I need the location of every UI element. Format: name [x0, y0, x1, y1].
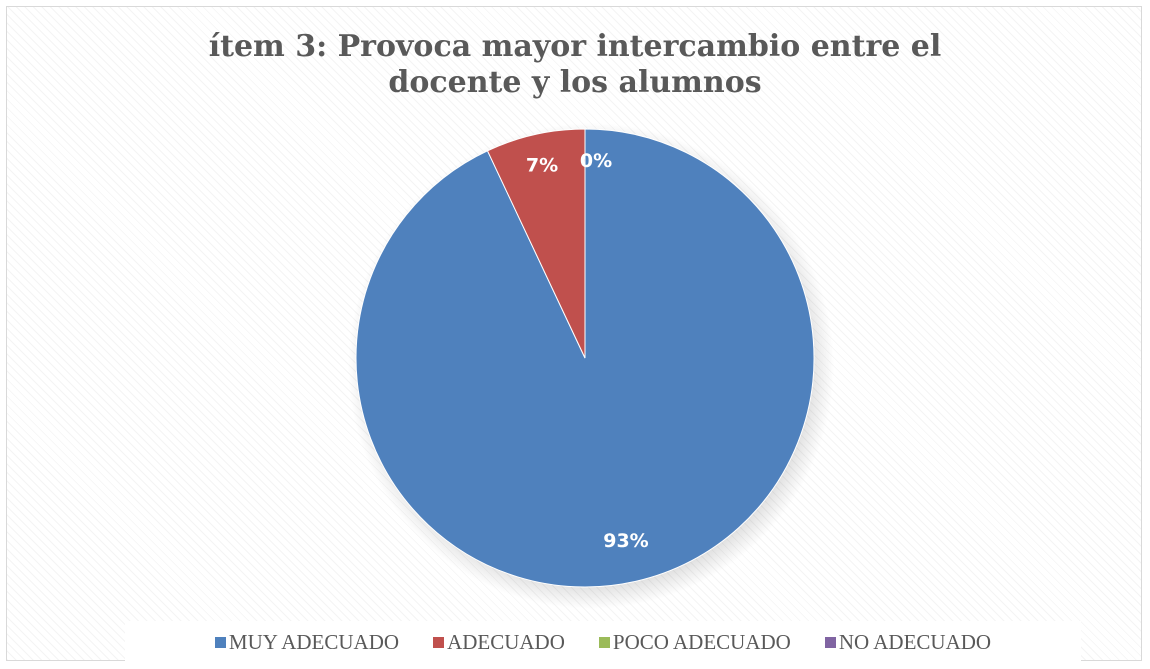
legend-label: ADECUADO — [447, 629, 565, 654]
pie-slice-adecuado — [486, 128, 586, 359]
chart-area: ítem 3: Provoca mayor intercambio entre … — [6, 6, 1143, 663]
legend-item-no-adecuado: NO ADECUADO — [824, 629, 992, 655]
legend-swatch — [598, 636, 610, 648]
chart-title-text: ítem 3: Provoca mayor intercambio entre … — [208, 29, 942, 100]
legend-swatch — [433, 636, 445, 648]
pie-chart: 93% 7% 0% — [348, 123, 834, 609]
chart-title: ítem 3: Provoca mayor intercambio entre … — [7, 29, 1143, 101]
legend-item-muy-adecuado: MUY ADECUADO — [214, 629, 400, 655]
legend-item-poco-adecuado: POCO ADECUADO — [598, 629, 791, 655]
legend-swatch — [824, 636, 836, 648]
legend-label: NO ADECUADO — [838, 629, 992, 654]
legend-label: MUY ADECUADO — [228, 629, 400, 654]
data-label-poco-adecuado: 0% — [580, 150, 612, 172]
data-label-muy-adecuado: 93% — [603, 530, 648, 552]
legend-item-adecuado: ADECUADO — [433, 630, 565, 655]
legend-swatch — [214, 636, 226, 648]
data-label-adecuado: 7% — [526, 154, 558, 176]
chart-legend: MUY ADECUADO ADECUADO POCO ADECUADO NO ADEC… — [125, 621, 1081, 663]
legend-label: POCO ADECUADO — [612, 629, 791, 654]
